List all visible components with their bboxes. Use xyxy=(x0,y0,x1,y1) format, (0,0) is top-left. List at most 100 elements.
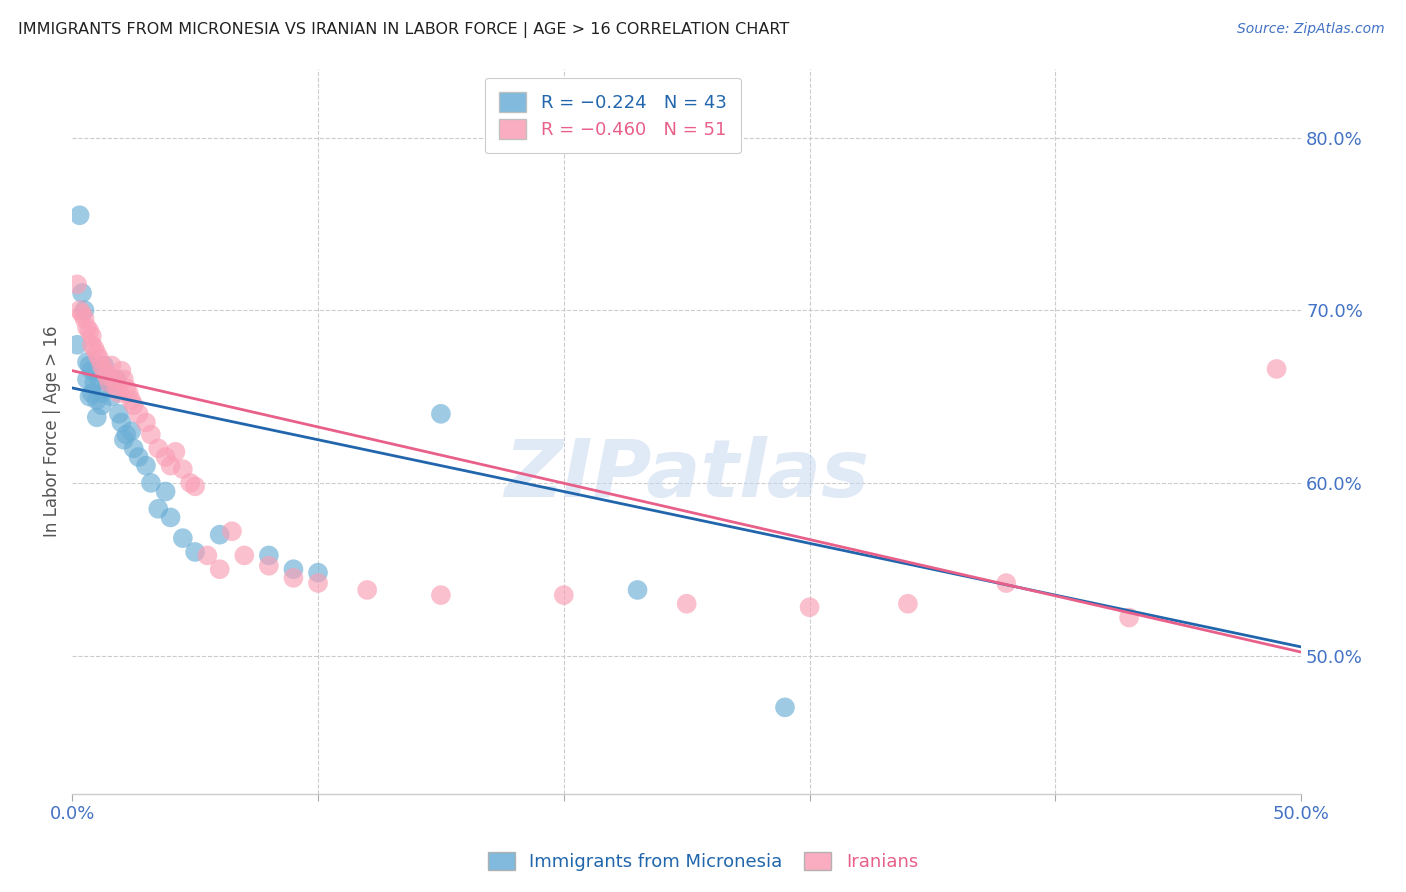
Point xyxy=(96,368,118,383)
Point xyxy=(257,558,280,573)
Point xyxy=(283,562,305,576)
Point xyxy=(155,484,177,499)
Point xyxy=(122,398,145,412)
Point xyxy=(86,392,108,407)
Point xyxy=(89,372,111,386)
Point xyxy=(1265,362,1288,376)
Point xyxy=(76,355,98,369)
Point xyxy=(307,576,329,591)
Point xyxy=(93,364,115,378)
Point xyxy=(86,346,108,360)
Point xyxy=(773,700,796,714)
Point xyxy=(110,364,132,378)
Point xyxy=(70,285,93,300)
Point xyxy=(208,527,231,541)
Point xyxy=(69,208,91,222)
Point xyxy=(159,510,181,524)
Point xyxy=(1118,610,1140,624)
Point xyxy=(110,416,132,430)
Point xyxy=(120,392,142,407)
Point xyxy=(139,427,162,442)
Point xyxy=(115,381,138,395)
Point xyxy=(122,442,145,456)
Point xyxy=(184,479,207,493)
Point xyxy=(135,458,157,473)
Point xyxy=(70,307,93,321)
Point xyxy=(675,597,697,611)
Point xyxy=(115,427,138,442)
Text: Source: ZipAtlas.com: Source: ZipAtlas.com xyxy=(1237,22,1385,37)
Point xyxy=(86,410,108,425)
Point xyxy=(103,372,125,386)
Point xyxy=(155,450,177,464)
Point xyxy=(98,376,121,390)
Point xyxy=(128,450,150,464)
Point xyxy=(112,372,135,386)
Point xyxy=(100,390,122,404)
Point xyxy=(172,462,194,476)
Point xyxy=(430,407,453,421)
Point xyxy=(73,311,96,326)
Legend: R = −0.224   N = 43, R = −0.460   N = 51: R = −0.224 N = 43, R = −0.460 N = 51 xyxy=(485,78,741,153)
Point xyxy=(96,372,118,386)
Point xyxy=(148,501,170,516)
Legend: Immigrants from Micronesia, Iranians: Immigrants from Micronesia, Iranians xyxy=(481,845,925,879)
Point xyxy=(80,329,103,343)
Point xyxy=(799,600,821,615)
Point xyxy=(90,359,112,373)
Text: ZIPatlas: ZIPatlas xyxy=(505,435,869,514)
Point xyxy=(356,582,378,597)
Point xyxy=(79,324,101,338)
Point xyxy=(128,407,150,421)
Point xyxy=(553,588,575,602)
Point xyxy=(103,372,125,386)
Point xyxy=(172,531,194,545)
Point xyxy=(76,372,98,386)
Point xyxy=(80,386,103,401)
Point xyxy=(83,341,105,355)
Point xyxy=(307,566,329,580)
Point xyxy=(90,398,112,412)
Point xyxy=(179,475,201,490)
Point xyxy=(184,545,207,559)
Point xyxy=(112,433,135,447)
Point xyxy=(105,372,128,386)
Point xyxy=(165,445,187,459)
Point xyxy=(626,582,648,597)
Point xyxy=(159,458,181,473)
Point xyxy=(120,424,142,438)
Point xyxy=(89,351,111,366)
Point xyxy=(98,376,121,390)
Point xyxy=(221,524,243,539)
Point xyxy=(69,303,91,318)
Point xyxy=(93,359,115,373)
Point xyxy=(100,359,122,373)
Point xyxy=(148,442,170,456)
Point xyxy=(430,588,453,602)
Y-axis label: In Labor Force | Age > 16: In Labor Force | Age > 16 xyxy=(44,326,60,537)
Point xyxy=(233,549,256,563)
Point xyxy=(66,338,89,352)
Point xyxy=(73,303,96,318)
Point xyxy=(197,549,219,563)
Point xyxy=(80,338,103,352)
Point xyxy=(108,386,131,401)
Point xyxy=(79,359,101,373)
Point xyxy=(105,381,128,395)
Text: IMMIGRANTS FROM MICRONESIA VS IRANIAN IN LABOR FORCE | AGE > 16 CORRELATION CHAR: IMMIGRANTS FROM MICRONESIA VS IRANIAN IN… xyxy=(18,22,790,38)
Point xyxy=(208,562,231,576)
Point xyxy=(76,320,98,334)
Point xyxy=(83,376,105,390)
Point xyxy=(283,571,305,585)
Point xyxy=(897,597,920,611)
Point xyxy=(90,386,112,401)
Point xyxy=(135,416,157,430)
Point xyxy=(118,386,141,401)
Point xyxy=(139,475,162,490)
Point xyxy=(79,390,101,404)
Point xyxy=(108,407,131,421)
Point xyxy=(66,277,89,292)
Point xyxy=(995,576,1018,591)
Point xyxy=(80,364,103,378)
Point xyxy=(257,549,280,563)
